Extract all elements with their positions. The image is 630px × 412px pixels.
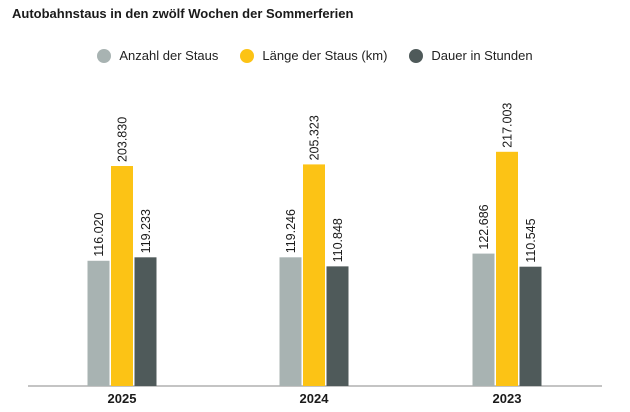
data-label-duration-2025: 119.233 — [139, 209, 153, 253]
legend: Anzahl der Staus Länge der Staus (km) Da… — [0, 48, 630, 63]
legend-item-duration: Dauer in Stunden — [409, 48, 533, 63]
legend-label-length: Länge der Staus (km) — [262, 48, 388, 63]
bar-length-2024 — [303, 164, 325, 386]
legend-item-length: Länge der Staus (km) — [240, 48, 387, 63]
data-label-length-2024: 205.323 — [308, 115, 322, 160]
bar-length-2025 — [111, 166, 133, 386]
legend-swatch-duration — [409, 48, 424, 63]
data-label-length-2025: 203.830 — [116, 117, 130, 162]
bar-duration-2025 — [134, 257, 157, 386]
bar-length-2023 — [496, 151, 518, 386]
x-tick-label-2024: 2024 — [300, 391, 330, 406]
legend-label-duration: Dauer in Stunden — [431, 48, 533, 63]
bar-duration-2023 — [519, 266, 542, 386]
data-label-duration-2023: 110.545 — [524, 218, 538, 262]
x-tick-label-2025: 2025 — [108, 391, 137, 406]
legend-item-count: Anzahl der Staus — [97, 48, 218, 63]
legend-swatch-length — [240, 48, 255, 63]
bar-duration-2024 — [326, 266, 349, 386]
bar-count-2023 — [472, 253, 495, 386]
data-label-duration-2024: 110.848 — [331, 218, 345, 262]
bar-count-2025 — [87, 260, 110, 386]
x-tick-label-2023: 2023 — [493, 391, 522, 406]
bar-count-2024 — [279, 257, 302, 386]
data-label-count-2023: 122.686 — [477, 204, 491, 249]
chart-title: Autobahnstaus in den zwölf Wochen der So… — [12, 6, 354, 21]
legend-swatch-count — [97, 48, 112, 63]
data-label-count-2024: 119.246 — [284, 209, 298, 253]
legend-label-count: Anzahl der Staus — [119, 48, 219, 63]
data-label-length-2023: 217.003 — [501, 103, 515, 148]
data-label-count-2025: 116.020 — [92, 212, 106, 256]
